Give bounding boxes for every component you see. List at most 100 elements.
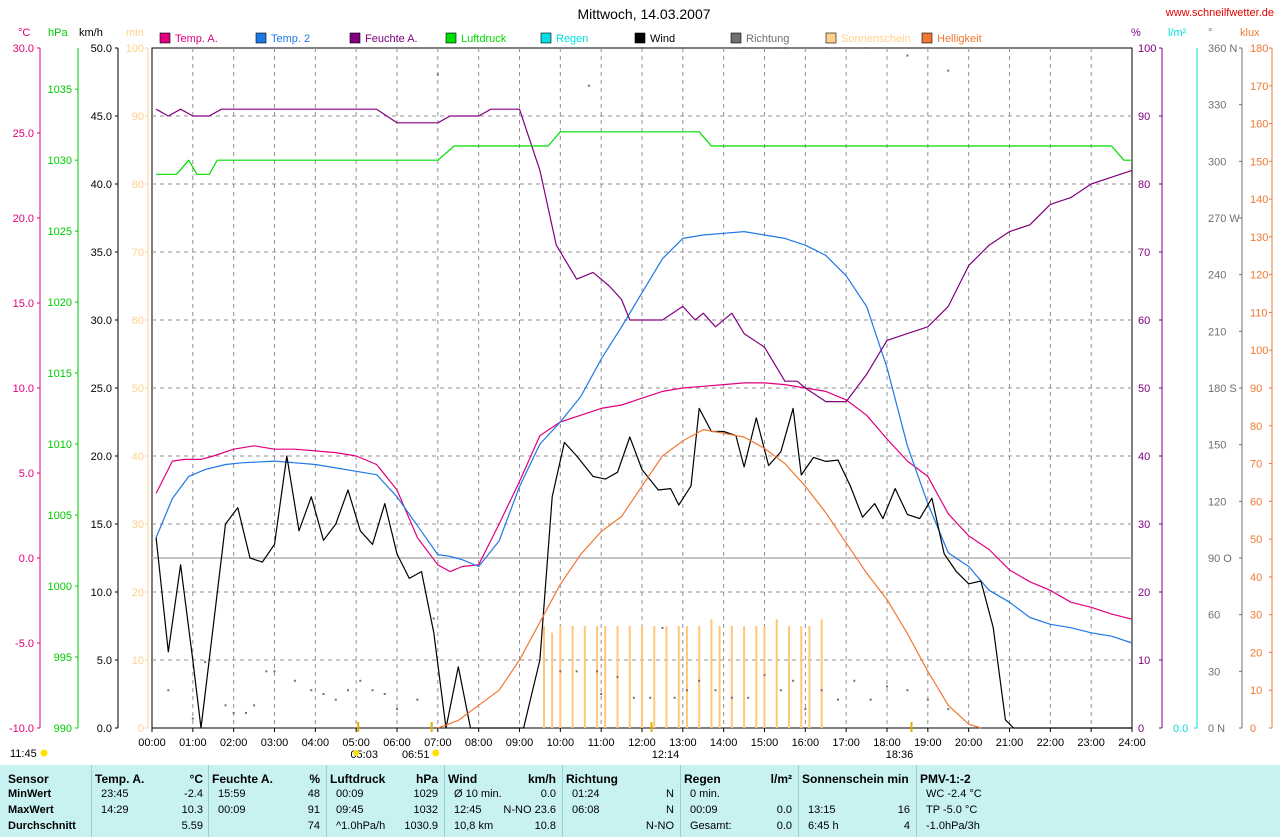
footer-header: Luftdruck <box>330 772 386 786</box>
direction-point <box>783 47 786 49</box>
sun-label: 40 <box>132 451 144 463</box>
footer-col-6: Regen l/m² 0 min. 00:09 0.0 Gesamt: 0.0 <box>684 765 794 837</box>
direction-point <box>743 47 746 49</box>
legend: Temp. A. Temp. 2 Feuchte A. Luftdruck Regen W… <box>159 32 982 45</box>
footer-cell-label: 15:59 <box>218 788 246 800</box>
direction-point <box>763 674 766 677</box>
legend-label: Helligkeit <box>937 33 982 45</box>
direction-point <box>865 47 868 49</box>
axis-unit-temp: °C <box>18 27 30 39</box>
hum-label: 80 <box>1138 179 1150 191</box>
x-tick-label: 21:00 <box>996 737 1024 749</box>
legend-swatch <box>825 32 837 44</box>
press-label: 1030 <box>48 155 72 167</box>
footer-col-7: Sonnenschein min 13:15 16 6:45 h 4 <box>802 765 912 837</box>
footer-col-5: Richtung 01:24 N 06:08 N N-NO <box>566 765 676 837</box>
lux-label: 10 <box>1250 685 1262 697</box>
direction-point <box>436 73 439 76</box>
legend-label: Temp. A. <box>175 33 218 45</box>
footer-unit: hPa <box>415 772 438 786</box>
sun-label: 50 <box>132 383 144 395</box>
direction-point <box>191 717 194 720</box>
lux-label: 0 <box>1250 723 1256 735</box>
direction-point <box>661 626 664 629</box>
footer-cell-label: ^1.0hPa/h <box>336 820 386 832</box>
lux-label: 20 <box>1250 647 1262 659</box>
footer-unit: °C <box>189 772 203 786</box>
footer-separator <box>91 765 92 837</box>
direction-point <box>204 660 207 663</box>
legend-swatch <box>349 32 361 44</box>
grid <box>152 48 1132 728</box>
sun-label: 30 <box>132 519 144 531</box>
sun-label: 60 <box>132 315 144 327</box>
direction-point <box>837 698 839 701</box>
wind-label: 15.0 <box>91 519 112 531</box>
axis-unit-press: hPa <box>48 27 68 39</box>
footer-cell-value: N <box>666 788 674 800</box>
x-tick-label: 23:00 <box>1077 737 1105 749</box>
footer-unit: l/m² <box>770 772 792 786</box>
direction-point <box>906 689 909 692</box>
footer-header: Sensor <box>8 772 49 786</box>
dir-label: 30 <box>1208 666 1220 678</box>
legend-swatch <box>445 32 457 44</box>
lux-label: 100 <box>1250 345 1268 357</box>
lux-label: 140 <box>1250 194 1268 206</box>
direction-point <box>714 689 717 692</box>
dir-label: 120 <box>1208 496 1226 508</box>
footer-separator <box>798 765 799 837</box>
footer-header: Feuchte A. <box>212 772 273 786</box>
footer-cell-value: 1029 <box>413 788 438 800</box>
hum-label: 20 <box>1138 587 1150 599</box>
legend-swatch <box>540 32 552 44</box>
sun-label: 0 <box>138 723 144 735</box>
x-tick-label: 02:00 <box>220 737 248 749</box>
wind-label: 20.0 <box>91 451 112 463</box>
lux-label: 30 <box>1250 610 1262 622</box>
footer-cell-value: 0.0 <box>776 820 792 832</box>
direction-point <box>747 696 750 699</box>
x-tick-label: 20:00 <box>955 737 983 749</box>
direction-point <box>792 679 795 682</box>
direction-point <box>167 689 170 692</box>
lux-label: 130 <box>1250 232 1268 244</box>
wind-label: 40.0 <box>91 179 112 191</box>
x-tick-label: 14:00 <box>710 737 738 749</box>
x-tick-label: 16:00 <box>792 737 820 749</box>
x-tick-label: 07:00 <box>424 737 452 749</box>
direction-point <box>232 711 235 714</box>
direction-point <box>632 696 635 699</box>
footer-cell-value: 4 <box>903 820 910 832</box>
footer-cell-value: N-NO 23.6 <box>503 804 556 816</box>
lux-label: 40 <box>1250 572 1262 584</box>
legend-swatch <box>634 32 646 44</box>
x-tick-label: 03:00 <box>261 737 289 749</box>
dir-label: 180 S <box>1208 383 1237 395</box>
sun-label: 70 <box>132 247 144 259</box>
footer-cell-label: 12:45 <box>454 804 482 816</box>
footer-cell-value: N <box>666 804 674 816</box>
axis-unit-hum: % <box>1131 27 1141 39</box>
corner-time: 11:45 <box>10 748 37 760</box>
press-label: 1035 <box>48 84 72 96</box>
press-label: 1025 <box>48 226 72 238</box>
footer-cell-label: Gesamt: <box>690 820 732 832</box>
footer-cell-label: 00:09 <box>218 804 246 816</box>
dir-label: 360 N <box>1208 43 1237 55</box>
sunrise-icon <box>432 749 440 757</box>
direction-point <box>265 670 268 673</box>
site-link[interactable]: www.schneilfwetter.de <box>1165 7 1274 19</box>
dir-label: 90 O <box>1208 553 1232 565</box>
temp-label: -5.0 <box>15 638 34 650</box>
footer-separator <box>444 765 445 837</box>
legend-label: Wind <box>650 33 675 45</box>
footer-cell-label: 14:29 <box>101 804 129 816</box>
x-tick-label: 13:00 <box>669 737 697 749</box>
lux-label: 60 <box>1250 496 1262 508</box>
footer-cell-value: 1032 <box>413 804 438 816</box>
temp-label: -10.0 <box>9 723 34 735</box>
x-tick-label: 15:00 <box>751 737 779 749</box>
footer-cell-value: 1030.9 <box>404 820 438 832</box>
dir-label: 330 <box>1208 100 1226 112</box>
